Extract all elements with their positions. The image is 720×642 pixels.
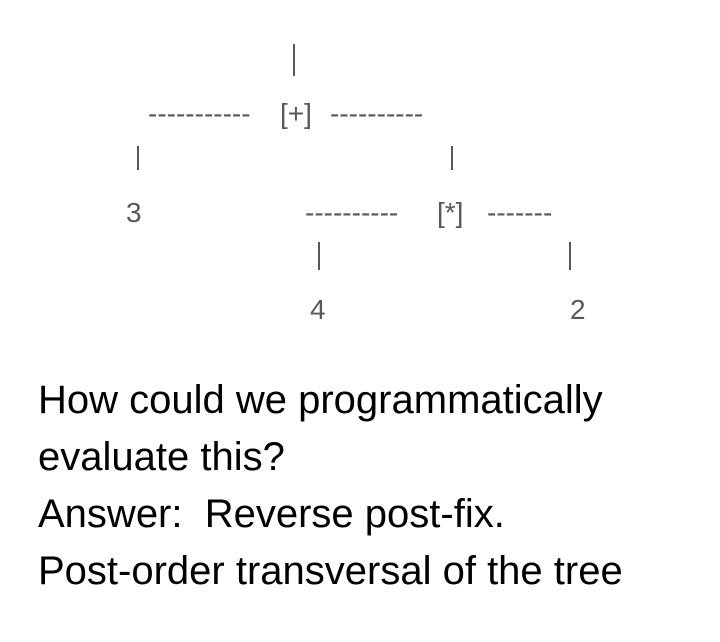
explanation-line: Post-order transversal of the tree <box>38 549 623 593</box>
root-dashes-left: ----------- <box>148 98 251 129</box>
inner-dashes-right: ------- <box>487 197 553 228</box>
inner-right-leaf-node: 2 <box>570 294 586 325</box>
question-line-2: evaluate this? <box>38 435 285 479</box>
explanation-text: How could we programmatically evaluate t… <box>38 372 708 600</box>
inner-dashes-left: ---------- <box>305 197 399 228</box>
root-dashes-right: ---------- <box>330 98 424 129</box>
root-operator-node: [+] <box>280 98 312 129</box>
inner-left-connector <box>318 242 320 270</box>
inner-right-connector <box>569 242 571 270</box>
left-leaf-node: 3 <box>126 197 142 228</box>
inner-operator-node: [*] <box>437 197 464 228</box>
left-branch-connector <box>137 146 139 170</box>
root-top-connector <box>293 44 295 76</box>
inner-left-leaf-node: 4 <box>310 294 326 325</box>
right-branch-connector <box>451 146 453 170</box>
answer-line: Answer: Reverse post-fix. <box>38 492 505 536</box>
expression-tree-diagram: ----------- [+] ---------- 3 ---------- … <box>126 44 586 325</box>
question-line-1: How could we programmatically <box>38 378 603 422</box>
